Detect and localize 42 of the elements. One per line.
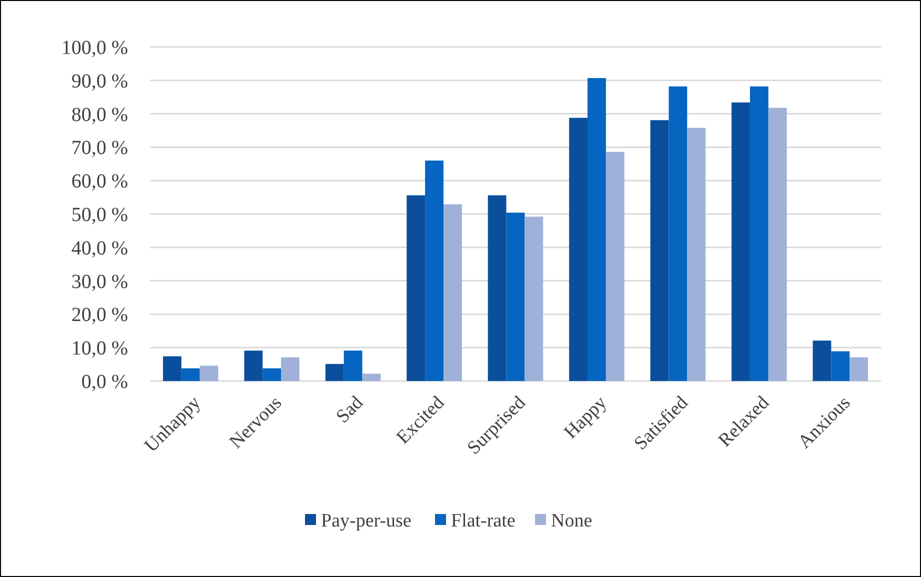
bar [443,204,462,381]
legend-label: None [551,510,592,532]
bar [569,118,588,381]
bar [812,340,832,381]
bar [506,212,525,381]
y-tick-label: 80,0 % [71,104,128,126]
bar [200,366,218,381]
bar [488,195,506,381]
bar [524,216,544,381]
x-tick-label: Sad [332,392,368,428]
y-tick-label: 20,0 % [71,304,128,326]
bar [325,364,344,381]
legend-label: Flat-rate [451,510,516,532]
bar [687,128,706,381]
y-tick-label: 100,0 % [61,37,128,59]
bar [344,350,362,381]
bar [362,374,381,381]
y-tick-label: 10,0 % [71,338,128,360]
bar [732,102,750,381]
bar [668,86,688,381]
bar [831,351,850,381]
legend-label: Pay-per-use [321,510,412,532]
bar [281,357,300,381]
bar [406,195,426,381]
bar [181,368,200,381]
bar [650,120,669,381]
y-tick-label: 70,0 % [71,137,128,160]
bar [768,108,787,381]
y-tick-label: 60,0 % [71,170,128,193]
y-tick-label: 50,0 % [71,204,128,226]
bar [606,152,624,381]
bar [244,350,263,381]
y-tick-label: 90,0 % [71,70,128,92]
bar [588,78,606,381]
bar [750,86,768,381]
bar [162,356,182,381]
y-tick-label: 40,0 % [71,237,128,260]
bar [425,160,444,381]
y-tick-label: 0,0 % [81,371,128,393]
y-tick-label: 30,0 % [71,270,128,293]
bar [850,357,868,381]
bar [262,368,282,381]
